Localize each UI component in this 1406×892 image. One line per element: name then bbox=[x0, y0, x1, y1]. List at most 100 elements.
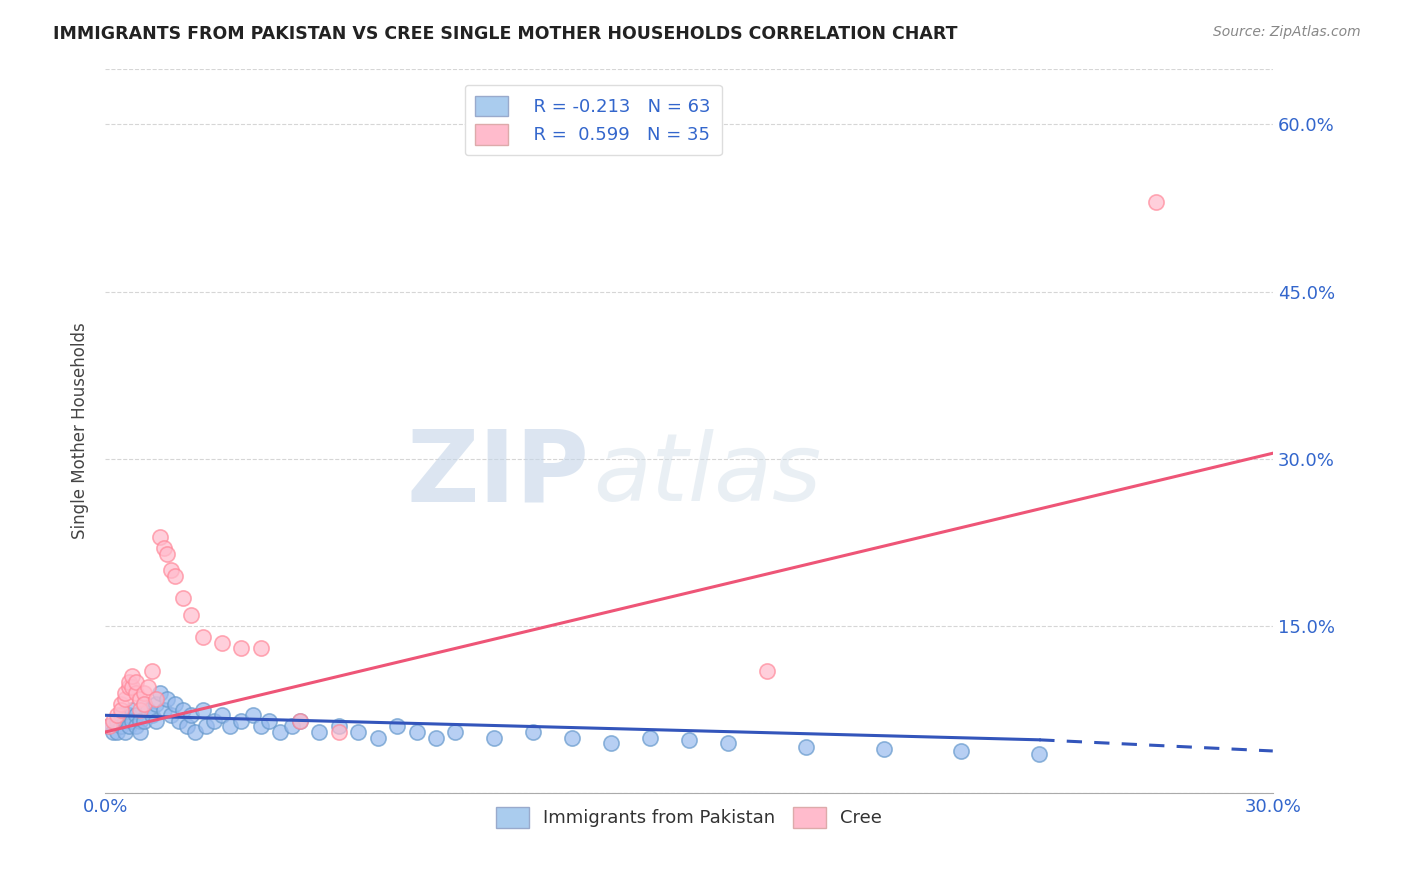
Point bbox=[172, 703, 194, 717]
Point bbox=[405, 725, 427, 739]
Point bbox=[121, 681, 143, 695]
Point bbox=[156, 547, 179, 561]
Point bbox=[165, 569, 187, 583]
Point bbox=[755, 664, 778, 678]
Point bbox=[191, 703, 214, 717]
Point bbox=[328, 725, 350, 739]
Point bbox=[385, 719, 408, 733]
Text: IMMIGRANTS FROM PAKISTAN VS CREE SINGLE MOTHER HOUSEHOLDS CORRELATION CHART: IMMIGRANTS FROM PAKISTAN VS CREE SINGLE … bbox=[53, 25, 957, 43]
Point bbox=[125, 674, 148, 689]
Point bbox=[129, 691, 152, 706]
Point bbox=[1028, 747, 1050, 762]
Point bbox=[141, 708, 163, 723]
Point bbox=[101, 725, 124, 739]
Point bbox=[600, 736, 623, 750]
Point bbox=[202, 714, 225, 728]
Point bbox=[101, 714, 124, 728]
Point bbox=[129, 725, 152, 739]
Point bbox=[638, 731, 661, 745]
Point bbox=[134, 714, 156, 728]
Point bbox=[156, 691, 179, 706]
Point bbox=[129, 714, 152, 728]
Point bbox=[242, 708, 264, 723]
Point bbox=[176, 719, 198, 733]
Point bbox=[328, 719, 350, 733]
Point bbox=[288, 714, 311, 728]
Point bbox=[152, 541, 174, 555]
Point bbox=[145, 691, 167, 706]
Point bbox=[110, 703, 132, 717]
Point bbox=[125, 708, 148, 723]
Point bbox=[183, 725, 205, 739]
Point bbox=[678, 732, 700, 747]
Point bbox=[110, 719, 132, 733]
Point bbox=[218, 719, 240, 733]
Point bbox=[105, 714, 128, 728]
Point bbox=[117, 719, 139, 733]
Point bbox=[794, 739, 817, 754]
Point bbox=[288, 714, 311, 728]
Point bbox=[134, 686, 156, 700]
Point bbox=[149, 530, 172, 544]
Point bbox=[231, 714, 253, 728]
Text: ZIP: ZIP bbox=[406, 425, 589, 523]
Point bbox=[98, 719, 121, 733]
Point bbox=[872, 741, 894, 756]
Point bbox=[117, 674, 139, 689]
Point bbox=[308, 725, 330, 739]
Y-axis label: Single Mother Households: Single Mother Households bbox=[72, 323, 89, 540]
Point bbox=[950, 744, 973, 758]
Point bbox=[121, 714, 143, 728]
Point bbox=[484, 731, 506, 745]
Point bbox=[269, 725, 291, 739]
Point bbox=[211, 636, 233, 650]
Point bbox=[136, 681, 159, 695]
Point bbox=[98, 719, 121, 733]
Point bbox=[195, 719, 218, 733]
Point bbox=[347, 725, 370, 739]
Point bbox=[125, 719, 148, 733]
Point bbox=[717, 736, 740, 750]
Point bbox=[160, 563, 183, 577]
Point bbox=[149, 686, 172, 700]
Point bbox=[114, 714, 136, 728]
Point bbox=[141, 664, 163, 678]
Point bbox=[110, 697, 132, 711]
Point bbox=[172, 591, 194, 606]
Point bbox=[114, 691, 136, 706]
Point bbox=[117, 708, 139, 723]
Text: Source: ZipAtlas.com: Source: ZipAtlas.com bbox=[1213, 25, 1361, 39]
Point bbox=[231, 641, 253, 656]
Point bbox=[114, 725, 136, 739]
Point bbox=[129, 703, 152, 717]
Point bbox=[160, 708, 183, 723]
Point bbox=[125, 686, 148, 700]
Point bbox=[281, 719, 304, 733]
Point bbox=[561, 731, 583, 745]
Point bbox=[250, 719, 273, 733]
Legend: Immigrants from Pakistan, Cree: Immigrants from Pakistan, Cree bbox=[489, 800, 889, 835]
Point bbox=[444, 725, 467, 739]
Point bbox=[121, 703, 143, 717]
Point bbox=[191, 630, 214, 644]
Point bbox=[117, 681, 139, 695]
Point bbox=[367, 731, 389, 745]
Point bbox=[114, 686, 136, 700]
Point bbox=[134, 697, 156, 711]
Point bbox=[136, 703, 159, 717]
Point bbox=[110, 708, 132, 723]
Point bbox=[165, 697, 187, 711]
Point bbox=[152, 703, 174, 717]
Point bbox=[1144, 195, 1167, 210]
Point bbox=[257, 714, 280, 728]
Point bbox=[250, 641, 273, 656]
Point bbox=[425, 731, 447, 745]
Point bbox=[211, 708, 233, 723]
Point bbox=[105, 725, 128, 739]
Text: atlas: atlas bbox=[593, 429, 821, 520]
Point bbox=[167, 714, 190, 728]
Point bbox=[145, 714, 167, 728]
Point bbox=[145, 697, 167, 711]
Point bbox=[105, 708, 128, 723]
Point bbox=[180, 607, 202, 622]
